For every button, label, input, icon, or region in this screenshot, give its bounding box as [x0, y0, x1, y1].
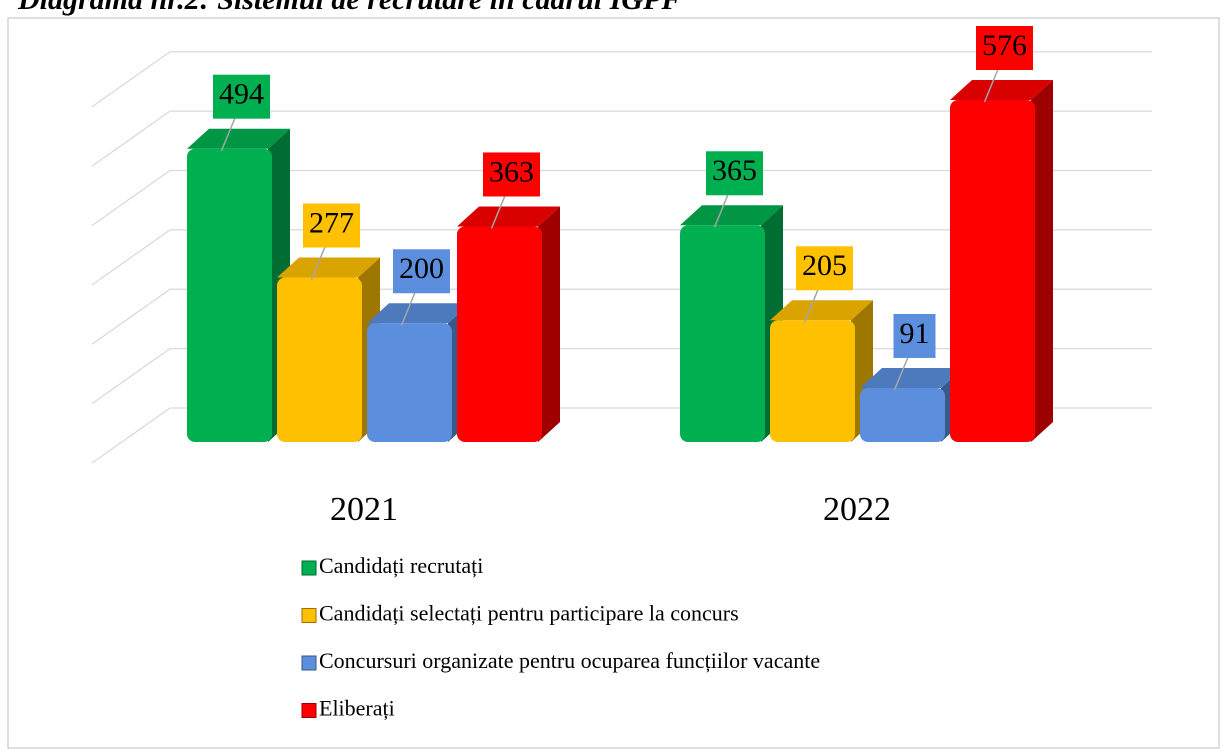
legend-swatch: [301, 560, 317, 576]
grid-line-side: [91, 348, 171, 405]
bar: [367, 323, 452, 442]
data-label: 576: [982, 29, 1027, 62]
label-leader: [803, 287, 820, 323]
grid-line-side: [91, 169, 171, 227]
legend-swatch: [301, 655, 317, 671]
bar-side: [538, 206, 560, 442]
data-label-box: [706, 151, 763, 196]
data-label: 494: [219, 78, 264, 111]
data-label: 200: [399, 252, 444, 285]
bar-top: [860, 367, 963, 388]
grid-line-side: [91, 288, 171, 345]
bar-top: [277, 257, 380, 278]
label-leader: [983, 67, 1000, 103]
data-label-box: [976, 26, 1033, 70]
data-label-box: [893, 313, 936, 358]
bar: [457, 226, 542, 442]
label-leader: [893, 355, 910, 391]
label-leader: [220, 116, 237, 151]
legend-label: Concursuri organizate pentru ocuparea fu…: [319, 648, 820, 673]
bar: [187, 148, 272, 442]
legend-label: Candidați recrutați: [319, 553, 483, 578]
data-label-box: [796, 246, 853, 291]
label-leader: [490, 194, 507, 229]
bar-top: [187, 128, 290, 149]
bar: [950, 100, 1035, 442]
label-leader: [400, 290, 417, 326]
data-label: 205: [802, 249, 847, 282]
grid-line-side: [91, 110, 171, 167]
legend-swatch: [301, 703, 317, 718]
label-leader: [713, 192, 730, 228]
x-tick-label: 2021: [330, 491, 398, 528]
grid-line-side: [91, 51, 171, 108]
bar-top: [367, 303, 470, 324]
bar: [680, 225, 765, 442]
data-label: 365: [712, 154, 757, 187]
bar-top: [457, 206, 560, 227]
data-label: 363: [489, 155, 534, 188]
legend-label: Eliberați: [319, 696, 395, 721]
data-label-box: [303, 203, 360, 248]
chart-title: Diagrama nr.2: Sistemul de recrutare în …: [17, 0, 681, 16]
grid-line-side: [91, 407, 171, 464]
data-label: 91: [900, 317, 930, 350]
data-label-box: [393, 249, 450, 294]
label-leader: [310, 245, 327, 280]
bar: [277, 277, 362, 442]
bar-side: [1031, 80, 1053, 442]
bar-top: [950, 80, 1053, 100]
bar: [860, 387, 945, 442]
data-label: 277: [309, 206, 354, 239]
grid-line-side: [91, 229, 171, 286]
legend-label: Candidați selectați pentru participare l…: [319, 601, 739, 626]
x-tick-label: 2022: [823, 491, 891, 528]
data-label-box: [483, 152, 540, 197]
legend-swatch: [301, 608, 317, 623]
data-label-box: [213, 74, 270, 119]
bar: [770, 320, 855, 442]
bar-top: [770, 300, 873, 321]
bar-top: [680, 205, 783, 226]
